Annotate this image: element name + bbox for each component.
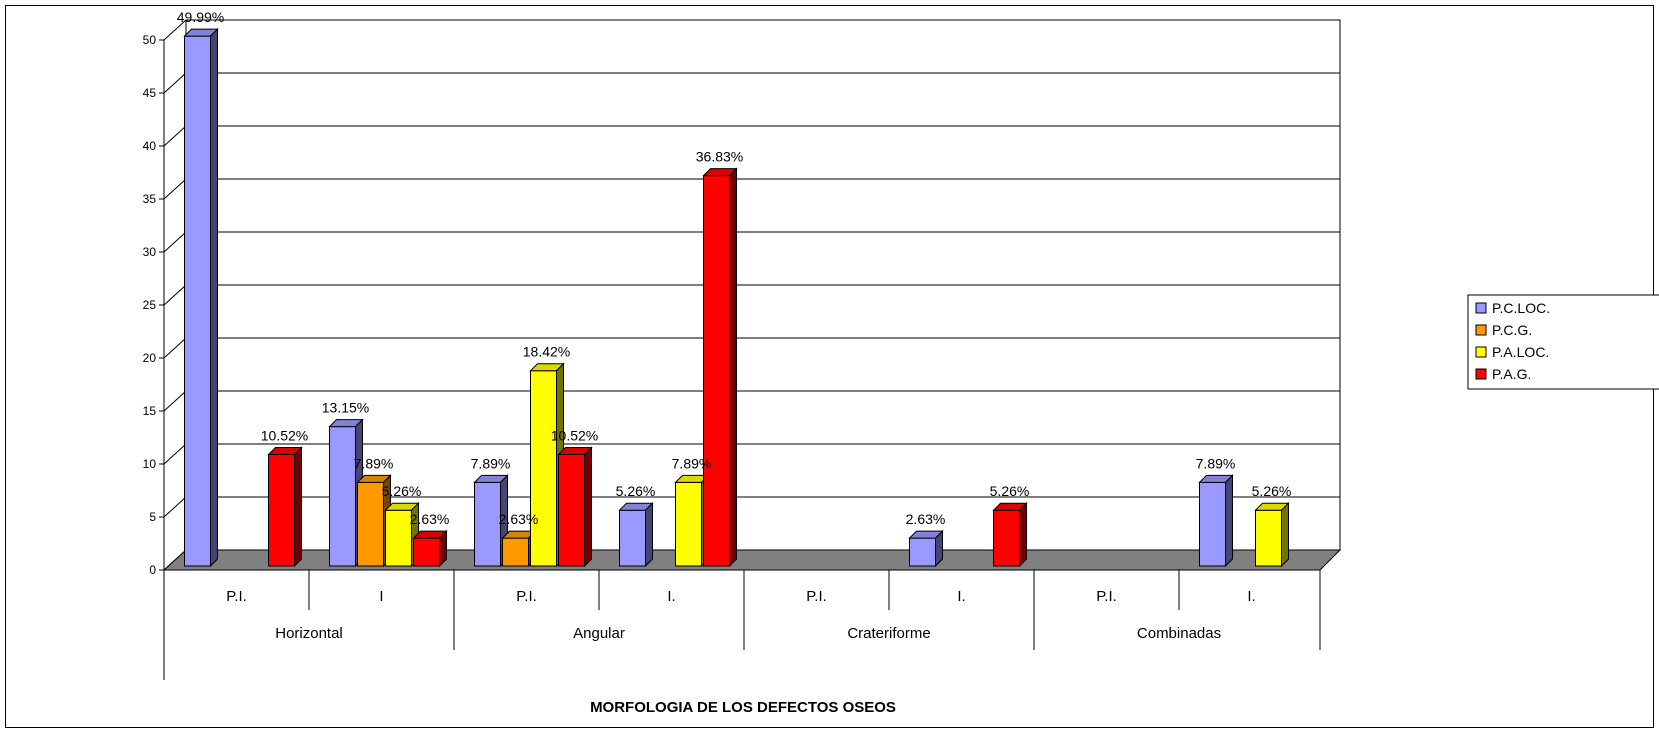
bar xyxy=(702,167,738,568)
data-labels: 49.99% 10.52% 13.15% 7.89% 5.26% 2.63% 7.89% 2.… xyxy=(177,9,1292,527)
bar xyxy=(908,529,944,568)
legend: P.C.LOC. P.C.G. P.A.LOC. P.A.G. xyxy=(1467,294,1659,390)
x-tick-label: I. xyxy=(1247,588,1255,605)
legend-box xyxy=(1467,294,1659,390)
gridline-side xyxy=(163,178,187,200)
bar xyxy=(473,474,509,568)
y-tick-label: 5 xyxy=(149,510,156,524)
bar xyxy=(1198,474,1234,568)
gridline-side xyxy=(163,231,187,253)
gridline-side xyxy=(163,72,187,94)
y-axis: 0 5 10 15 20 25 30 35 40 45 50 xyxy=(143,33,165,577)
y-tick-label: 45 xyxy=(143,86,157,100)
x-tick-label: I. xyxy=(957,588,965,605)
data-label: 10.52% xyxy=(261,427,308,443)
y-tick-label: 40 xyxy=(143,139,157,153)
gridline-side xyxy=(163,390,187,412)
legend-swatch xyxy=(1475,324,1487,336)
data-label: 10.52% xyxy=(551,427,598,443)
legend-swatch xyxy=(1475,346,1487,358)
bar xyxy=(1254,502,1290,568)
y-tick-label: 35 xyxy=(143,192,157,206)
y-tick-label: 25 xyxy=(143,298,157,312)
chart-floor xyxy=(162,549,1342,571)
gridline-side xyxy=(163,19,187,41)
x-axis-title: MORFOLOGIA DE LOS DEFECTOS OSEOS xyxy=(590,699,896,716)
bar xyxy=(183,27,219,568)
x-tick-label: P.I. xyxy=(806,588,827,605)
gridline-side xyxy=(163,337,187,359)
gridline-side xyxy=(163,443,187,465)
group-label: Combinadas xyxy=(1137,625,1221,642)
group-label: Crateriforme xyxy=(847,625,930,642)
data-label: 49.99% xyxy=(177,9,224,25)
y-tick-label: 50 xyxy=(143,33,157,47)
legend-label: P.A.G. xyxy=(1492,366,1531,382)
legend-label: P.A.LOC. xyxy=(1492,344,1549,360)
x-tick-label: P.I. xyxy=(226,588,247,605)
bar xyxy=(992,502,1028,568)
bar xyxy=(557,446,593,568)
data-label: 7.89% xyxy=(1196,455,1236,471)
data-label: 7.89% xyxy=(471,455,511,471)
x-axis-table: MORFOLOGIA DE LOS DEFECTOS OSEOS P.I. I P.… xyxy=(163,570,1321,716)
data-label: 5.26% xyxy=(616,483,656,499)
bars xyxy=(183,27,1290,568)
y-tick-label: 30 xyxy=(143,245,157,259)
data-label: 2.63% xyxy=(410,511,450,527)
data-label: 2.63% xyxy=(906,511,946,527)
data-label: 7.89% xyxy=(354,455,394,471)
legend-swatch xyxy=(1475,368,1487,380)
data-label: 5.26% xyxy=(382,483,422,499)
legend-label: P.C.G. xyxy=(1492,322,1532,338)
y-tick-label: 0 xyxy=(149,563,156,577)
data-label: 36.83% xyxy=(696,149,743,165)
gridline-side xyxy=(163,125,187,147)
group-label: Angular xyxy=(573,625,625,642)
bar xyxy=(267,446,303,568)
x-tick-label: I. xyxy=(667,588,675,605)
y-tick-label: 20 xyxy=(143,351,157,365)
data-label: 18.42% xyxy=(523,344,570,360)
x-tick-label: I xyxy=(379,588,383,605)
group-label: Horizontal xyxy=(275,625,343,642)
bar xyxy=(412,529,448,568)
legend-label: P.C.LOC. xyxy=(1492,300,1550,316)
data-label: 2.63% xyxy=(499,511,539,527)
gridline-side xyxy=(163,284,187,306)
data-label: 7.89% xyxy=(672,455,712,471)
floor xyxy=(162,549,1342,571)
data-label: 5.26% xyxy=(1252,483,1292,499)
gridline-side xyxy=(163,496,187,518)
bar xyxy=(618,502,654,568)
x-tick-label: P.I. xyxy=(1096,588,1117,605)
data-label: 5.26% xyxy=(990,483,1030,499)
y-tick-label: 10 xyxy=(143,457,157,471)
legend-swatch xyxy=(1475,302,1487,314)
x-tick-label: P.I. xyxy=(516,588,537,605)
data-label: 13.15% xyxy=(322,400,369,416)
y-tick-label: 15 xyxy=(143,404,157,418)
